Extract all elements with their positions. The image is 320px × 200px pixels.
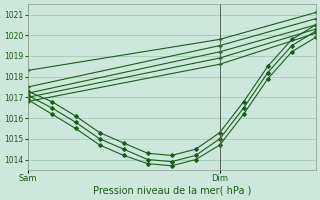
X-axis label: Pression niveau de la mer( hPa ): Pression niveau de la mer( hPa ): [92, 186, 251, 196]
